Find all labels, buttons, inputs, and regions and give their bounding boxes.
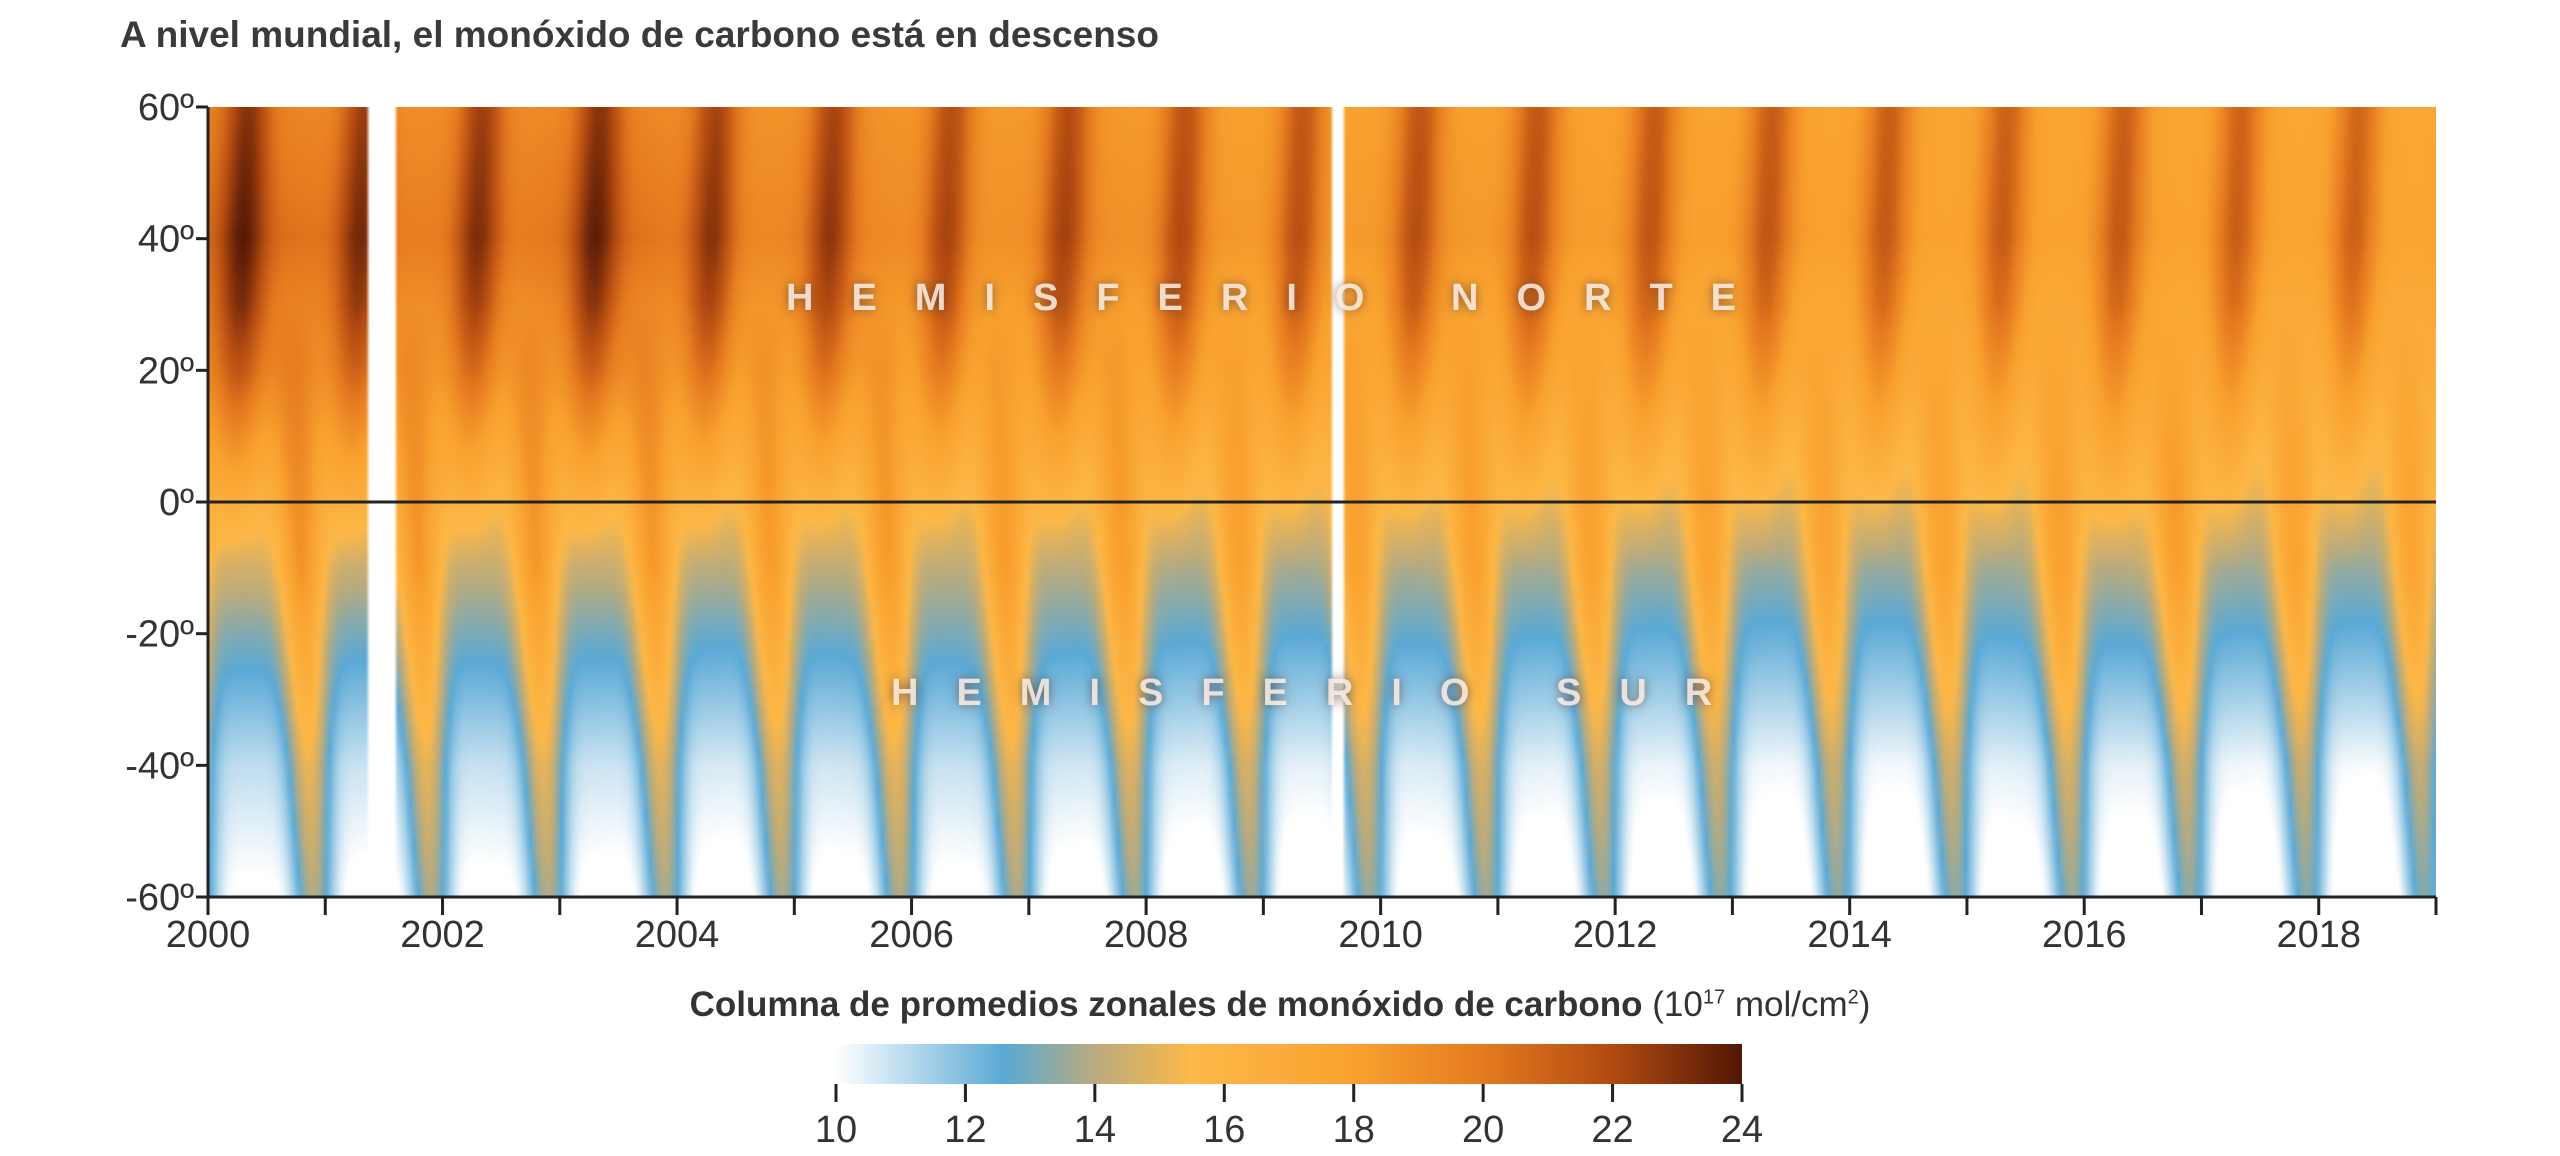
y-tick-label: 40º: [138, 219, 194, 261]
chart-title: A nivel mundial, el monóxido de carbono …: [120, 14, 1159, 55]
colorbar-tick-label: 10: [815, 1109, 857, 1151]
annotation-northern-hemisphere: HEMISFERIO NORTE: [786, 277, 1775, 319]
heatmap-plot-area: HEMISFERIO NORTE HEMISFERIO SUR 60º 40º 20…: [125, 87, 2438, 956]
colorbar-tick-label: 14: [1074, 1109, 1116, 1151]
colorbar-tick-label: 12: [944, 1109, 986, 1151]
x-tick-label: 2004: [635, 914, 720, 956]
colorbar-tick-label: 22: [1591, 1109, 1633, 1151]
x-tick-label: 2018: [2276, 914, 2361, 956]
x-tick-label: 2010: [1338, 914, 1423, 956]
y-tick-label: 0º: [159, 482, 194, 524]
colorbar-units: (1017 mol/cm2): [1652, 985, 1871, 1024]
x-tick-label: 2008: [1104, 914, 1189, 956]
colorbar-title-text: Columna de promedios zonales de monóxido…: [689, 985, 1643, 1024]
colorbar-tick-label: 20: [1462, 1109, 1504, 1151]
y-tick-label: 60º: [138, 87, 194, 129]
y-tick-label: -60º: [125, 877, 194, 919]
x-tick-label: 2012: [1573, 914, 1658, 956]
y-tick-label: 20º: [138, 350, 194, 392]
colorbar-title: Columna de promedios zonales de monóxido…: [0, 985, 2560, 1025]
x-tick-label: 2002: [400, 914, 485, 956]
colorbar-tick-label: 24: [1721, 1109, 1763, 1151]
x-tick-label: 2014: [1807, 914, 1892, 956]
x-tick-label: 2006: [869, 914, 954, 956]
y-tick-label: -20º: [125, 614, 194, 656]
colorbar-tick-label: 16: [1203, 1109, 1245, 1151]
colorbar: [836, 1044, 1742, 1084]
y-tick-label: -40º: [125, 745, 194, 787]
x-tick-label: 2016: [2042, 914, 2127, 956]
x-tick-label: 2000: [166, 914, 251, 956]
annotation-southern-hemisphere: HEMISFERIO SUR: [891, 672, 1751, 714]
colorbar-tick-label: 18: [1333, 1109, 1375, 1151]
